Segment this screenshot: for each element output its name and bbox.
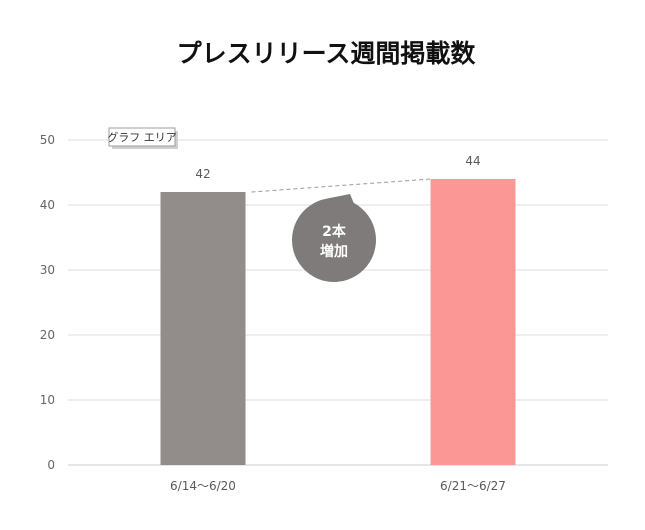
bars: 42 44 xyxy=(160,154,516,465)
increase-callout: 2本 増加 xyxy=(292,194,377,282)
y-tick-label: 40 xyxy=(40,198,55,212)
y-tick-label: 20 xyxy=(40,328,55,342)
x-tick-label: 6/21〜6/27 xyxy=(440,479,506,493)
bar xyxy=(160,192,246,465)
x-axis: 6/14〜6/20 6/21〜6/27 xyxy=(170,479,506,493)
x-tick-label: 6/14〜6/20 xyxy=(170,479,236,493)
y-tick-label: 0 xyxy=(47,458,55,472)
tooltip-box xyxy=(108,127,176,147)
data-label: 42 xyxy=(195,167,210,181)
y-tick-label: 10 xyxy=(40,393,55,407)
y-axis: 0 10 20 30 40 50 xyxy=(40,133,55,472)
chart-area-tooltip: グラフ エリア xyxy=(107,127,178,149)
y-tick-label: 30 xyxy=(40,263,55,277)
tooltip-label: グラフ エリア xyxy=(107,130,177,144)
callout-line1: 2本 xyxy=(322,223,347,240)
callout-bubble xyxy=(292,194,377,282)
y-tick-label: 50 xyxy=(40,133,55,147)
grid-lines xyxy=(68,139,608,466)
bar xyxy=(430,179,516,465)
data-label: 44 xyxy=(465,154,480,168)
trend-dashed-line xyxy=(251,178,431,193)
callout-line2: 増加 xyxy=(320,243,348,260)
chart-title: プレスリリース週間掲載数 xyxy=(177,39,477,68)
